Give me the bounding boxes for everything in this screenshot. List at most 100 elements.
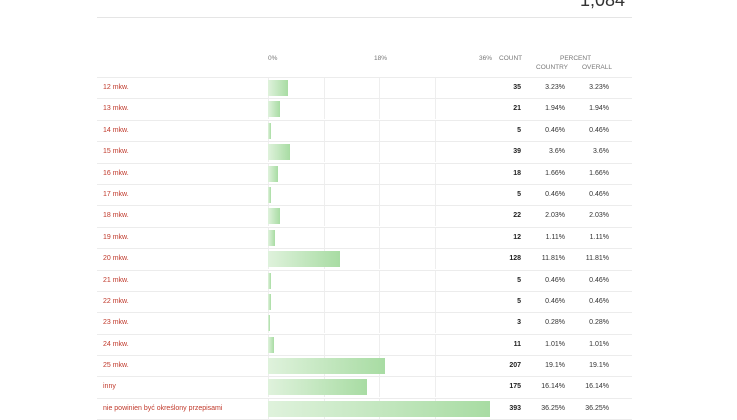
table-row: 21 mkw. 5 0.46% 0.46% — [97, 269, 632, 291]
bar-track — [268, 99, 490, 120]
gridline — [379, 270, 380, 291]
percent-country: 3.23% — [545, 84, 565, 91]
row-label[interactable]: 17 mkw. — [103, 190, 129, 198]
gridline — [435, 313, 436, 334]
percent-overall: 3.23% — [589, 84, 609, 91]
table-row: 19 mkw. 12 1.11% 1.11% — [97, 226, 632, 248]
bar — [268, 400, 490, 417]
gridline — [324, 99, 325, 120]
percent-overall: 1.94% — [589, 105, 609, 113]
gridline — [379, 334, 380, 355]
row-label[interactable]: 23 mkw. — [103, 319, 129, 327]
percent-overall: 2.03% — [589, 212, 609, 220]
gridline — [435, 249, 436, 270]
gridline — [435, 78, 436, 98]
count-value: 11 — [513, 340, 521, 348]
gridline — [379, 313, 380, 334]
bar — [268, 272, 271, 289]
percent-country: 11.81% — [541, 255, 565, 263]
gridline — [324, 270, 325, 291]
gridline — [379, 78, 380, 98]
total-responses: 1,084 — [579, 0, 625, 10]
gridline — [324, 227, 325, 248]
bar-track — [268, 313, 490, 334]
percent-country: 1.94% — [545, 105, 565, 113]
row-label[interactable]: 22 mkw. — [103, 297, 129, 305]
question-text-cut — [100, 0, 430, 4]
table-row: 24 mkw. 11 1.01% 1.01% — [97, 333, 632, 355]
table-row: 15 mkw. 39 3.6% 3.6% — [97, 141, 632, 163]
gridline — [379, 291, 380, 312]
bar — [268, 186, 271, 203]
percent-country: 0.46% — [545, 126, 565, 134]
percent-country: 16.14% — [541, 383, 565, 391]
percent-country: 0.46% — [545, 297, 565, 305]
count-value: 12 — [513, 233, 521, 241]
row-label[interactable]: 20 mkw. — [103, 255, 129, 263]
row-label[interactable]: 24 mkw. — [103, 340, 129, 348]
percent-country: 0.46% — [545, 276, 565, 284]
row-label[interactable]: 13 mkw. — [103, 105, 129, 113]
table-header: 0% 18% 36% COUNT PERCENT COUNTRY OVERALL — [0, 52, 737, 76]
overall-header: OVERALL — [582, 64, 612, 71]
gridline — [379, 377, 380, 398]
count-value: 5 — [517, 276, 521, 284]
row-label[interactable]: 14 mkw. — [103, 126, 129, 134]
table-row: 20 mkw. 128 11.81% 11.81% — [97, 248, 632, 270]
bar — [268, 208, 281, 225]
gridline — [379, 163, 380, 184]
percent-overall: 0.46% — [589, 190, 609, 198]
gridline — [435, 334, 436, 355]
count-value: 393 — [509, 404, 521, 412]
percent-overall: 1.01% — [589, 340, 609, 348]
percent-overall: 36.25% — [585, 404, 609, 412]
count-value: 207 — [509, 362, 521, 370]
percent-overall: 1.66% — [589, 169, 609, 177]
table-row: 14 mkw. 5 0.46% 0.46% — [97, 119, 632, 141]
bar — [268, 229, 275, 246]
bar-track — [268, 270, 490, 291]
percent-overall: 11.81% — [585, 255, 609, 263]
gridline — [324, 142, 325, 163]
row-label[interactable]: 12 mkw. — [103, 84, 129, 91]
percent-overall: 0.28% — [589, 319, 609, 327]
tick-36: 36% — [479, 55, 493, 62]
country-header: COUNTRY — [536, 64, 569, 71]
count-value: 18 — [513, 169, 521, 177]
row-label[interactable]: 18 mkw. — [103, 212, 129, 220]
bar-track — [268, 206, 490, 227]
row-label[interactable]: 16 mkw. — [103, 169, 129, 177]
table-row: 23 mkw. 3 0.28% 0.28% — [97, 312, 632, 334]
gridline — [435, 377, 436, 398]
row-label[interactable]: 19 mkw. — [103, 233, 129, 241]
gridline — [435, 206, 436, 227]
tick-0: 0% — [268, 55, 278, 62]
gridline — [379, 120, 380, 141]
gridline — [435, 120, 436, 141]
row-label[interactable]: 15 mkw. — [103, 148, 129, 156]
percent-country: 0.46% — [545, 190, 565, 198]
percent-overall: 19.1% — [589, 362, 609, 370]
percent-country: 1.01% — [545, 340, 565, 348]
table-row: 18 mkw. 22 2.03% 2.03% — [97, 205, 632, 227]
row-label[interactable]: nie powinien być określony przepisami — [103, 404, 223, 412]
table-row: 22 mkw. 5 0.46% 0.46% — [97, 290, 632, 312]
gridline — [435, 163, 436, 184]
row-label[interactable]: 25 mkw. — [103, 362, 129, 370]
count-value: 5 — [517, 126, 521, 134]
results-table: 12 mkw. 35 3.23% 3.23% 13 mkw. 21 1.94% 1.94% 14… — [97, 77, 632, 420]
bar-track — [268, 227, 490, 248]
count-value: 5 — [517, 190, 521, 198]
bar-track — [268, 142, 490, 163]
percent-country: 19.1% — [545, 362, 565, 370]
percent-country: 0.28% — [545, 319, 565, 327]
gridline — [324, 78, 325, 98]
percent-header: PERCENT — [560, 55, 592, 62]
row-label[interactable]: 21 mkw. — [103, 276, 129, 284]
gridline — [324, 334, 325, 355]
gridline — [435, 99, 436, 120]
bar — [268, 315, 270, 332]
row-label[interactable]: inny — [103, 383, 116, 391]
count-value: 39 — [513, 148, 521, 156]
bar — [268, 336, 275, 353]
